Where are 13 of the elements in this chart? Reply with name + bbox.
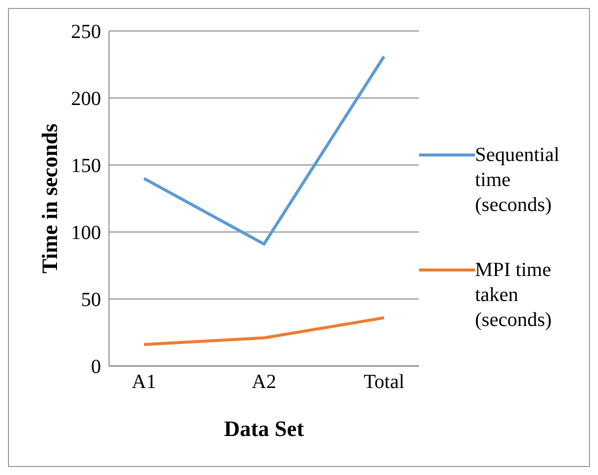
legend-label: Sequential time (seconds) [475, 142, 560, 218]
y-tick-label: 100 [71, 222, 101, 244]
x-tick-label: A2 [252, 371, 276, 394]
y-tick-label: 200 [71, 88, 101, 110]
y-tick-label: 50 [81, 289, 101, 312]
x-tick-label: Total [364, 371, 405, 394]
legend-label: MPI time taken (seconds) [475, 258, 553, 332]
y-tick-label: 150 [71, 155, 101, 178]
y-tick-label: 0 [91, 356, 101, 378]
x-axis-title: Data Set [224, 416, 305, 441]
x-tick-label: A1 [132, 371, 156, 394]
y-tick-label: 250 [71, 21, 101, 44]
y-axis-title: Time in seconds [36, 123, 62, 274]
